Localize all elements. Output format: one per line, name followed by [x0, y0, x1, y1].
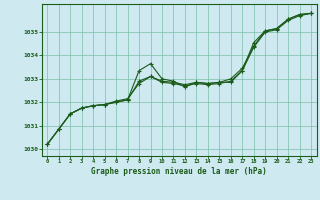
X-axis label: Graphe pression niveau de la mer (hPa): Graphe pression niveau de la mer (hPa) — [91, 167, 267, 176]
